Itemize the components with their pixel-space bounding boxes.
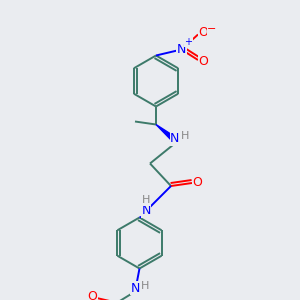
Text: O: O: [87, 290, 97, 300]
Text: N: N: [130, 282, 140, 295]
Text: −: −: [207, 24, 217, 34]
Text: O: O: [199, 55, 208, 68]
Text: O: O: [199, 26, 208, 39]
Text: H: H: [142, 195, 150, 205]
Text: H: H: [181, 130, 189, 141]
Text: N: N: [170, 132, 180, 146]
Polygon shape: [156, 124, 174, 140]
Text: +: +: [184, 37, 192, 47]
Text: O: O: [193, 176, 202, 190]
Text: H: H: [141, 281, 150, 291]
Text: N: N: [141, 204, 151, 218]
Text: N: N: [177, 43, 186, 56]
